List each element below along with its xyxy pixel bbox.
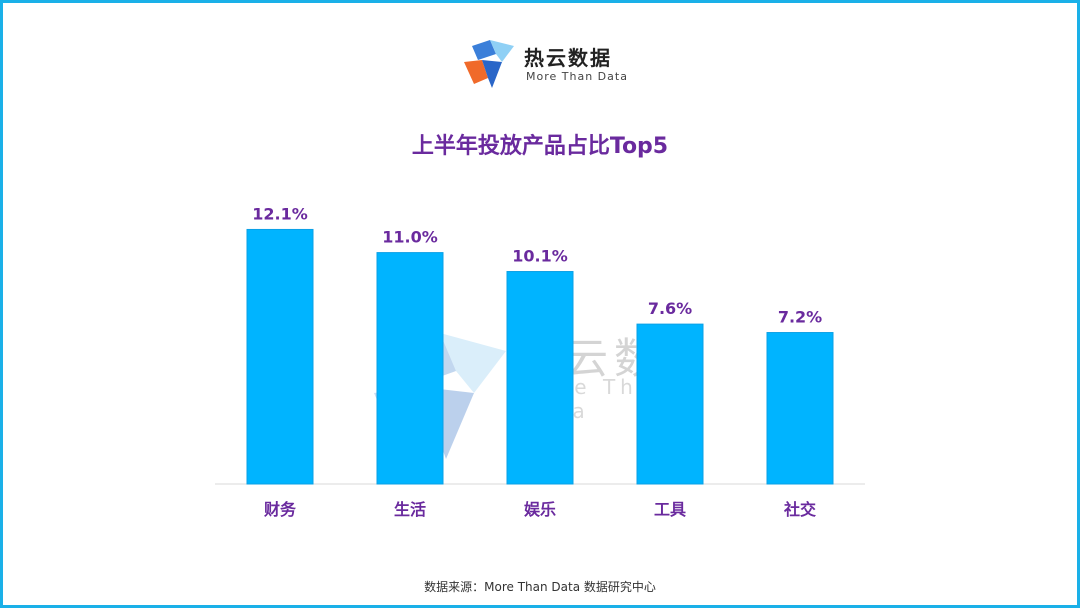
bar-value-label-1: 11.0%: [382, 228, 438, 247]
category-label-2: 娱乐: [524, 500, 556, 519]
bar-value-label-3: 7.6%: [648, 299, 692, 318]
bar-3: [636, 323, 704, 485]
bar-2: [506, 271, 574, 485]
brand-tagline: More Than Data: [526, 70, 628, 83]
bar-4: [766, 332, 834, 485]
bar-value-label-4: 7.2%: [778, 308, 822, 327]
bar-0: [246, 228, 314, 485]
category-label-3: 工具: [654, 500, 686, 519]
brand-logo: 热云数据 More Than Data: [462, 38, 642, 90]
bar-1: [376, 252, 444, 485]
data-source-note: 数据来源：More Than Data 数据研究中心: [424, 580, 656, 594]
category-label-0: 财务: [263, 500, 297, 519]
brand-name: 热云数据: [524, 46, 612, 70]
chart-title: 上半年投放产品占比Top5: [411, 134, 669, 159]
bar-value-label-0: 12.1%: [252, 204, 308, 223]
category-label-4: 社交: [783, 500, 816, 519]
brand-logo-icon: [464, 40, 514, 88]
category-label-1: 生活: [394, 500, 426, 519]
bar-value-label-2: 10.1%: [512, 247, 568, 266]
